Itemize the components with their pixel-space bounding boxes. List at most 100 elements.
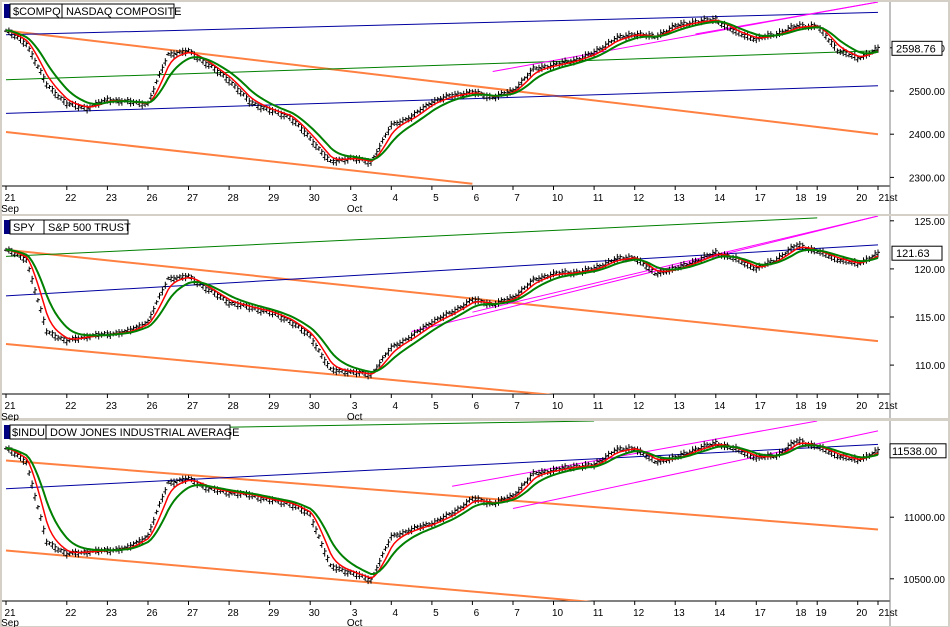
price-bar (41, 525, 46, 535)
price-bar (531, 64, 536, 72)
price-bar (415, 109, 420, 114)
price-bar (395, 120, 400, 127)
price-bar (160, 286, 165, 296)
date-tick-label: 3 (352, 401, 358, 412)
index-name: S&P 500 TRUST (48, 222, 131, 234)
price-bar (427, 321, 431, 327)
date-tick-label: 19 (816, 401, 828, 412)
price-bar (377, 557, 382, 567)
price-bar (403, 337, 408, 342)
price-bar (166, 52, 171, 56)
price-bar (305, 330, 310, 337)
date-tick-label: 18 (795, 608, 807, 619)
trendline (5, 244, 879, 297)
price-tick-label: 110.00 (915, 361, 945, 372)
date-tick-label: 4 (393, 401, 399, 412)
price-bar (748, 453, 753, 460)
plot-area (2, 216, 890, 394)
date-tick-label: 10 (552, 193, 564, 204)
price-bar (27, 470, 32, 476)
price-bar (154, 509, 159, 515)
last-price: 2598.76 (896, 43, 936, 55)
price-bar (427, 101, 431, 108)
price-bar (835, 454, 840, 460)
price-bar (64, 100, 69, 109)
price-bar (403, 117, 408, 122)
symbol-marker (4, 425, 10, 439)
symbol-text: SPY (13, 222, 36, 234)
price-bar (328, 159, 333, 163)
price-bar (739, 450, 744, 455)
price-bar (59, 335, 63, 341)
month-label: Oct (347, 412, 363, 423)
price-bar (30, 480, 35, 489)
price-bar (455, 305, 460, 312)
price-bar (424, 102, 429, 109)
date-tick-label: 28 (228, 608, 240, 619)
price-bar (470, 495, 475, 502)
date-tick-label: 23 (106, 193, 118, 204)
price-bar (56, 546, 61, 554)
symbol-label[interactable]: $COMPQ NASDAQ COMPOSITE (4, 3, 182, 19)
trendline (5, 11, 879, 36)
trendline (5, 131, 473, 185)
price-bar (328, 563, 333, 568)
price-bars (4, 15, 880, 167)
price-bar (705, 252, 710, 259)
trendline (5, 343, 554, 394)
plot-area (2, 421, 890, 601)
date-tick-label: 7 (514, 401, 520, 412)
price-bar (380, 551, 385, 558)
price-bar (534, 66, 539, 71)
moving-averages (5, 246, 879, 375)
price-bar (203, 284, 208, 294)
month-label: Sep (1, 618, 19, 627)
date-tick-label: 13 (674, 401, 686, 412)
price-bar (50, 541, 55, 549)
price-bar (386, 539, 391, 548)
price-bar (415, 524, 420, 529)
price-bar (290, 319, 295, 329)
price-bar (227, 77, 232, 86)
price-bar (59, 95, 63, 101)
price-bar (41, 73, 46, 83)
price-bar (134, 539, 139, 545)
price-bar (67, 101, 72, 107)
price-bar (33, 57, 37, 66)
date-tick-label: 5 (433, 401, 439, 412)
price-bar (826, 254, 831, 259)
trendline (5, 50, 879, 81)
price-bar (218, 293, 223, 300)
date-tick-label: 27 (187, 193, 199, 204)
price-tick-label: 120.00 (914, 265, 945, 276)
price-bar (334, 366, 339, 376)
price-bar (218, 70, 223, 77)
price-bar (230, 300, 234, 306)
date-tick-label: 17 (755, 608, 767, 619)
price-bar (148, 92, 153, 102)
symbol-label[interactable]: $INDU DOW JONES INDUSTRIAL AVERAGE (4, 424, 239, 440)
date-tick-label: 21 (4, 193, 16, 204)
month-label: Sep (1, 204, 19, 215)
date-tick-label: 19 (816, 193, 828, 204)
date-axis (2, 394, 948, 418)
price-bar (33, 287, 37, 295)
trendline (5, 549, 592, 601)
price-bar (35, 505, 40, 510)
date-tick-label: 23 (106, 401, 118, 412)
price-bar (47, 330, 52, 335)
symbol-label[interactable]: SPY S&P 500 TRUST (4, 219, 131, 235)
date-tick-label: 13 (674, 193, 686, 204)
price-bar (47, 85, 52, 89)
price-bar (293, 119, 298, 127)
price-bar (157, 501, 162, 508)
price-bar (172, 50, 176, 59)
price-bar (235, 85, 240, 95)
price-bar (258, 103, 263, 113)
price-tick-label: 11000.00 (904, 513, 945, 524)
month-label: Oct (347, 204, 363, 215)
date-tick-label: 28 (228, 401, 240, 412)
price-bar (331, 563, 336, 571)
price-bar (157, 292, 162, 300)
